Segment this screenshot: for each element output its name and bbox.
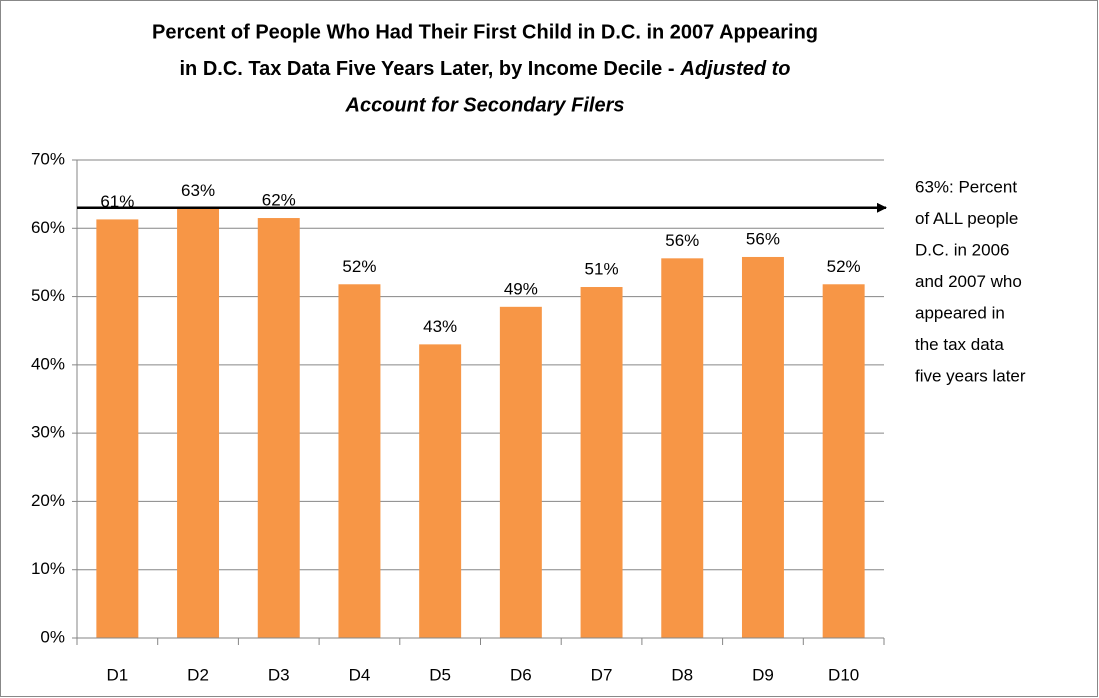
x-tick-label: D7	[591, 665, 613, 684]
annotation-text: five years later	[915, 366, 1026, 385]
data-label: 62%	[262, 191, 296, 210]
bar	[338, 284, 381, 638]
annotation-text: the tax data	[915, 335, 1004, 354]
x-tick-label: D4	[349, 665, 371, 684]
y-tick-label: 0%	[40, 627, 65, 646]
bar	[96, 219, 139, 638]
chart-title: Account for Secondary Filers	[345, 94, 625, 116]
y-tick-label: 70%	[31, 149, 65, 168]
y-tick-label: 20%	[31, 491, 65, 510]
data-label: 61%	[100, 192, 134, 211]
data-label: 56%	[746, 229, 780, 248]
bar	[257, 218, 300, 639]
bar	[580, 287, 623, 638]
chart-title: Adjusted to	[680, 58, 791, 80]
annotation-text: D.C. in 2006	[915, 240, 1010, 259]
bar	[499, 306, 542, 638]
annotation-text: of ALL people	[915, 209, 1018, 228]
x-tick-label: D2	[187, 665, 209, 684]
y-tick-label: 30%	[31, 423, 65, 442]
chart-title: in D.C. Tax Data Five Years Later, by In…	[179, 58, 790, 80]
data-label: 43%	[423, 317, 457, 336]
x-tick-label: D3	[268, 665, 290, 684]
x-tick-label: D9	[752, 665, 774, 684]
x-tick-label: D10	[828, 665, 859, 684]
data-label: 63%	[181, 181, 215, 200]
bar	[822, 284, 865, 638]
annotation-text: appeared in	[915, 303, 1005, 322]
data-label: 52%	[827, 257, 861, 276]
data-label: 49%	[504, 279, 538, 298]
y-tick-label: 10%	[31, 559, 65, 578]
data-label: 56%	[665, 231, 699, 250]
bar	[661, 258, 704, 638]
data-label: 51%	[585, 259, 619, 278]
x-tick-label: D1	[106, 665, 128, 684]
x-tick-label: D5	[429, 665, 451, 684]
bar	[419, 344, 462, 638]
y-tick-label: 40%	[31, 354, 65, 373]
chart-title: Percent of People Who Had Their First Ch…	[152, 21, 818, 43]
bar	[741, 256, 784, 638]
x-tick-label: D6	[510, 665, 532, 684]
y-tick-label: 60%	[31, 218, 65, 237]
data-label: 52%	[342, 257, 376, 276]
bar	[177, 208, 220, 639]
chart-title: in D.C. Tax Data Five Years Later, by In…	[179, 58, 674, 80]
annotation-text: and 2007 who	[915, 272, 1022, 291]
y-tick-label: 50%	[31, 286, 65, 305]
x-tick-label: D8	[671, 665, 693, 684]
annotation-text: 63%: Percent	[915, 177, 1017, 196]
